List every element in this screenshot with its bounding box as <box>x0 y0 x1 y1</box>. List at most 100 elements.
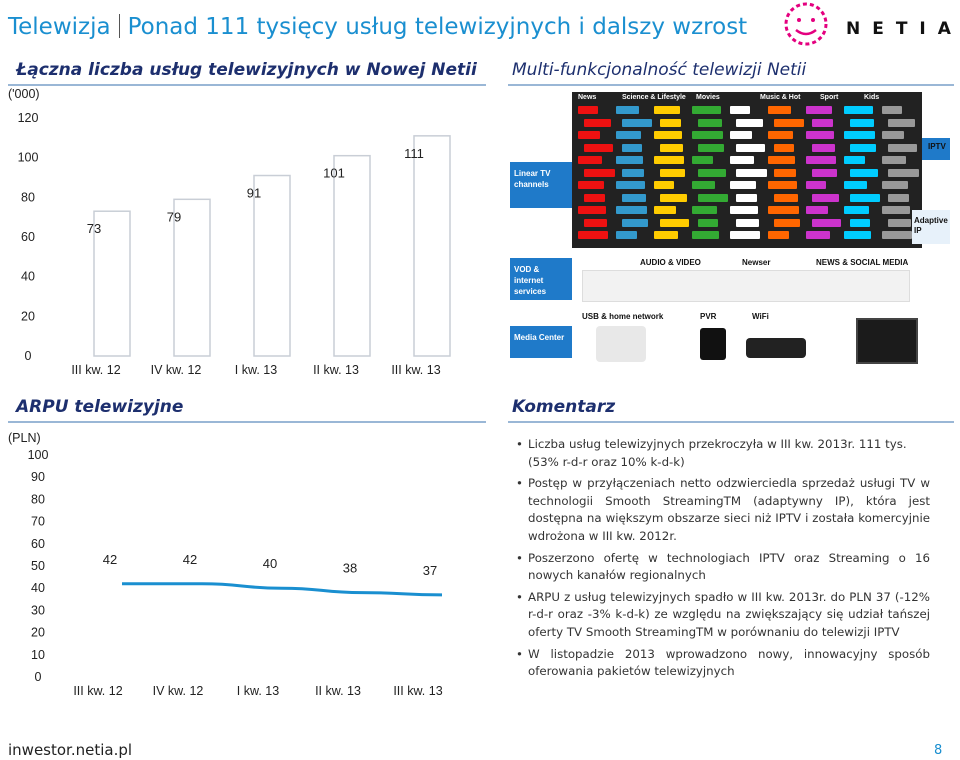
channel-logo-tile <box>736 218 759 227</box>
channel-logo-tile <box>768 231 789 239</box>
channel-logo-tile <box>774 218 800 227</box>
channel-logo-tile <box>850 168 878 177</box>
channel-logo-tile <box>584 143 613 152</box>
channel-logo-tile <box>736 168 767 177</box>
channel-logo-tile <box>736 193 757 202</box>
adaptive-arrow <box>912 210 950 244</box>
channel-logo-tile <box>692 231 719 239</box>
channel-logo-tile <box>578 181 604 189</box>
y-tick-label: 80 <box>31 492 45 506</box>
bar-value-label: 79 <box>167 209 181 224</box>
channel-logo-tile <box>660 118 681 127</box>
channel-logo-tile <box>616 206 647 214</box>
channel-logo-tile <box>844 231 871 239</box>
channel-logo-tile <box>692 131 723 139</box>
channel-logo-tile <box>850 143 876 152</box>
category-science: Science & Lifestyle <box>622 94 686 101</box>
services-rule <box>8 84 486 86</box>
category-music: Music & Hot <box>760 94 801 101</box>
title-divider <box>118 14 120 38</box>
iptv-tag: IPTV <box>928 142 946 151</box>
bar <box>93 210 131 357</box>
channel-logo-tile <box>812 218 841 227</box>
comment-bullet: Postęp w przyłączeniach netto odzwiercie… <box>516 475 930 545</box>
channel-logo-tile <box>882 181 908 189</box>
channel-logo-tile <box>692 106 721 114</box>
channel-logo-tile <box>616 131 641 139</box>
channel-logo-tile <box>768 206 799 214</box>
section-label: Telewizja <box>8 14 111 40</box>
channel-logo-tile <box>730 231 760 239</box>
x-tick-label: IV kw. 12 <box>151 363 202 377</box>
point-value-label: 42 <box>183 552 197 567</box>
channel-logo-tile <box>578 156 602 164</box>
comment-rule <box>508 421 954 423</box>
services-unit-label: ('000) <box>8 87 40 101</box>
channel-logo-tile <box>578 206 606 214</box>
y-tick-label: 0 <box>35 670 42 684</box>
newser-label: Newser <box>742 258 771 267</box>
comment-bullet: Poszerzono ofertę w technologiach IPTV o… <box>516 550 930 585</box>
channel-logo-tile <box>698 193 728 202</box>
multifunction-panel: Linear TV channels VOD & internet servic… <box>510 92 950 370</box>
channel-logo-tile <box>888 193 909 202</box>
channel-logo-tile <box>654 106 680 114</box>
channel-logo-tile <box>654 181 674 189</box>
channel-logo-tile <box>698 218 718 227</box>
channel-logo-tile <box>622 168 644 177</box>
channel-logo-tile <box>654 231 678 239</box>
category-kids: Kids <box>864 94 880 101</box>
comment-text: Postęp w przyłączeniach netto odzwiercie… <box>528 476 930 543</box>
channel-logo-tile <box>850 118 874 127</box>
channel-logo-tile <box>616 181 645 189</box>
x-tick-label: III kw. 12 <box>71 363 120 377</box>
channel-logo-tile <box>622 118 652 127</box>
point-value-label: 40 <box>263 556 277 571</box>
channel-logo-tile <box>622 143 642 152</box>
channel-logo-tile <box>622 218 648 227</box>
channel-logo-tile <box>888 168 919 177</box>
vod-row-label: VOD & internet services <box>510 258 572 300</box>
channel-logo-tile <box>736 118 763 127</box>
comment-bullet: Liczba usług telewizyjnych przekroczyła … <box>516 436 930 471</box>
channel-logo-tile <box>660 168 685 177</box>
channel-logo-tile <box>844 156 865 164</box>
channel-logo-tile <box>578 106 598 114</box>
y-tick-label: 0 <box>25 349 32 363</box>
channel-logo-tile <box>660 143 683 152</box>
channel-logo-tile <box>654 131 682 139</box>
channel-logo-tile <box>584 218 607 227</box>
channel-logo-tile <box>882 231 912 239</box>
channel-logo-tile <box>730 206 758 214</box>
adaptive-ip-tag: Adaptive IP <box>914 216 948 235</box>
channel-logo-tile <box>844 106 873 114</box>
x-tick-label: III kw. 13 <box>391 363 440 377</box>
channel-logo-tile <box>698 168 726 177</box>
channel-logo-tile <box>660 218 689 227</box>
y-tick-label: 20 <box>31 626 45 640</box>
channel-logo-tile <box>774 118 804 127</box>
arpu-rule <box>8 421 486 423</box>
page-number: 8 <box>934 743 943 758</box>
wifi-label: WiFi <box>752 312 769 321</box>
point-value-label: 38 <box>343 561 357 576</box>
usb-devices-image <box>596 326 646 362</box>
channel-logo-tile <box>882 156 906 164</box>
category-sport: Sport <box>820 94 839 101</box>
channel-logo-tile <box>578 131 600 139</box>
y-tick-label: 70 <box>31 515 45 529</box>
bar-value-label: 91 <box>247 186 261 201</box>
channel-logo-tile <box>806 106 832 114</box>
channel-logo-tile <box>812 168 837 177</box>
channel-logo-tile <box>654 206 676 214</box>
y-tick-label: 30 <box>31 603 45 617</box>
channel-logo-tile <box>812 193 839 202</box>
channel-logo-tile <box>730 181 756 189</box>
y-tick-label: 60 <box>21 230 35 244</box>
channel-logo-tile <box>888 218 911 227</box>
point-value-label: 37 <box>423 563 437 578</box>
channel-logo-tile <box>730 156 754 164</box>
channel-logo-tile <box>806 231 830 239</box>
comment-text: Liczba usług telewizyjnych przekroczyła … <box>528 437 907 451</box>
